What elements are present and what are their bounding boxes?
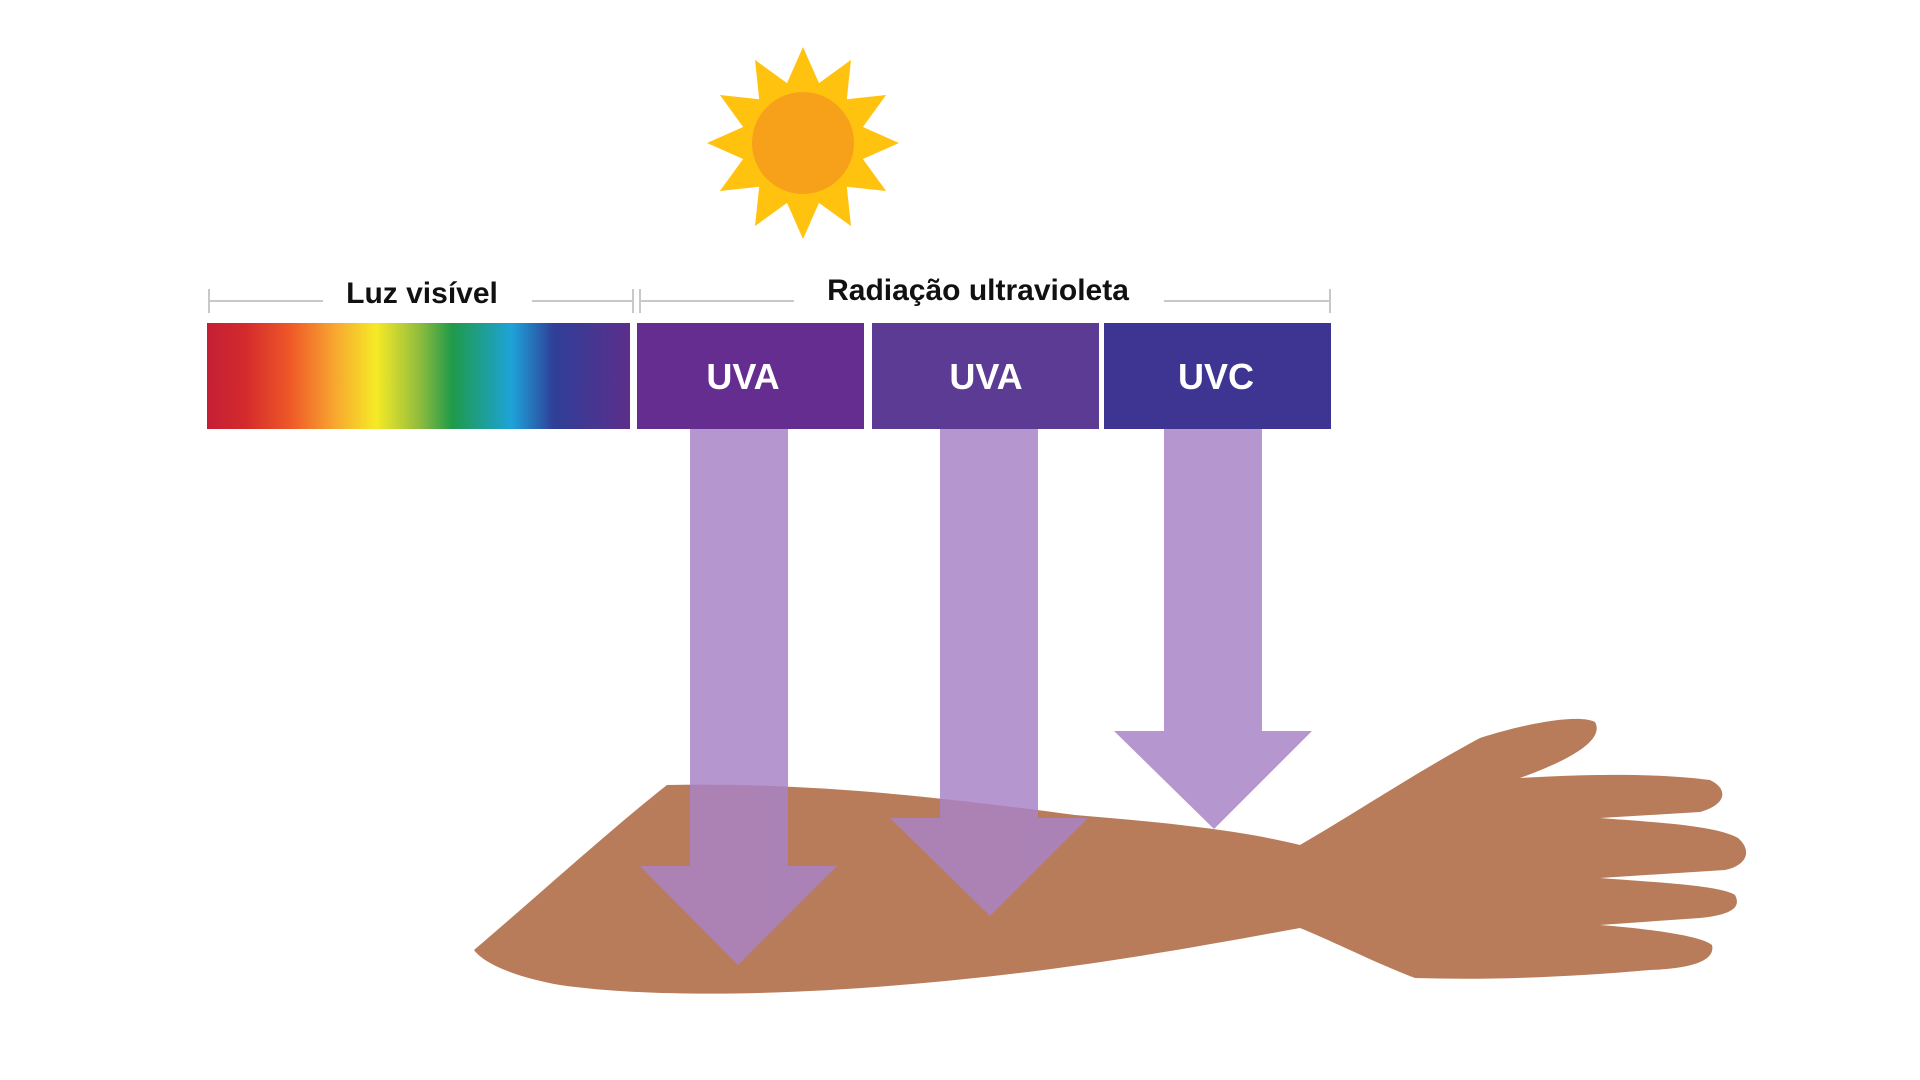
sun-core <box>752 92 854 194</box>
sun-icon <box>707 47 899 239</box>
down-arrow-uvc <box>1114 429 1312 829</box>
uv-band-uva-2: UVA <box>872 323 1099 429</box>
arm-illustration <box>474 718 1747 994</box>
uv-arrows <box>640 429 1312 965</box>
visible-light-bracket <box>208 289 634 313</box>
uv-band-box <box>872 323 1099 429</box>
uv-band-uvc: UVC <box>1104 323 1331 429</box>
uv-band-label: UVC <box>1178 356 1254 397</box>
uv-band-box <box>637 323 864 429</box>
uv-band-label: UVA <box>706 356 779 397</box>
uv-radiation-label: Radiação ultravioleta <box>827 274 1129 307</box>
uv-band-box <box>1104 323 1331 429</box>
visible-spectrum-bar <box>207 323 630 429</box>
uv-band-label: UVA <box>949 356 1022 397</box>
down-arrow-uva-2 <box>890 429 1088 916</box>
down-arrow-uva-1 <box>640 429 837 965</box>
uv-bracket <box>639 289 1331 313</box>
uv-band-uva-1: UVA <box>637 323 864 429</box>
visible-light-label: Luz visível <box>346 277 498 310</box>
